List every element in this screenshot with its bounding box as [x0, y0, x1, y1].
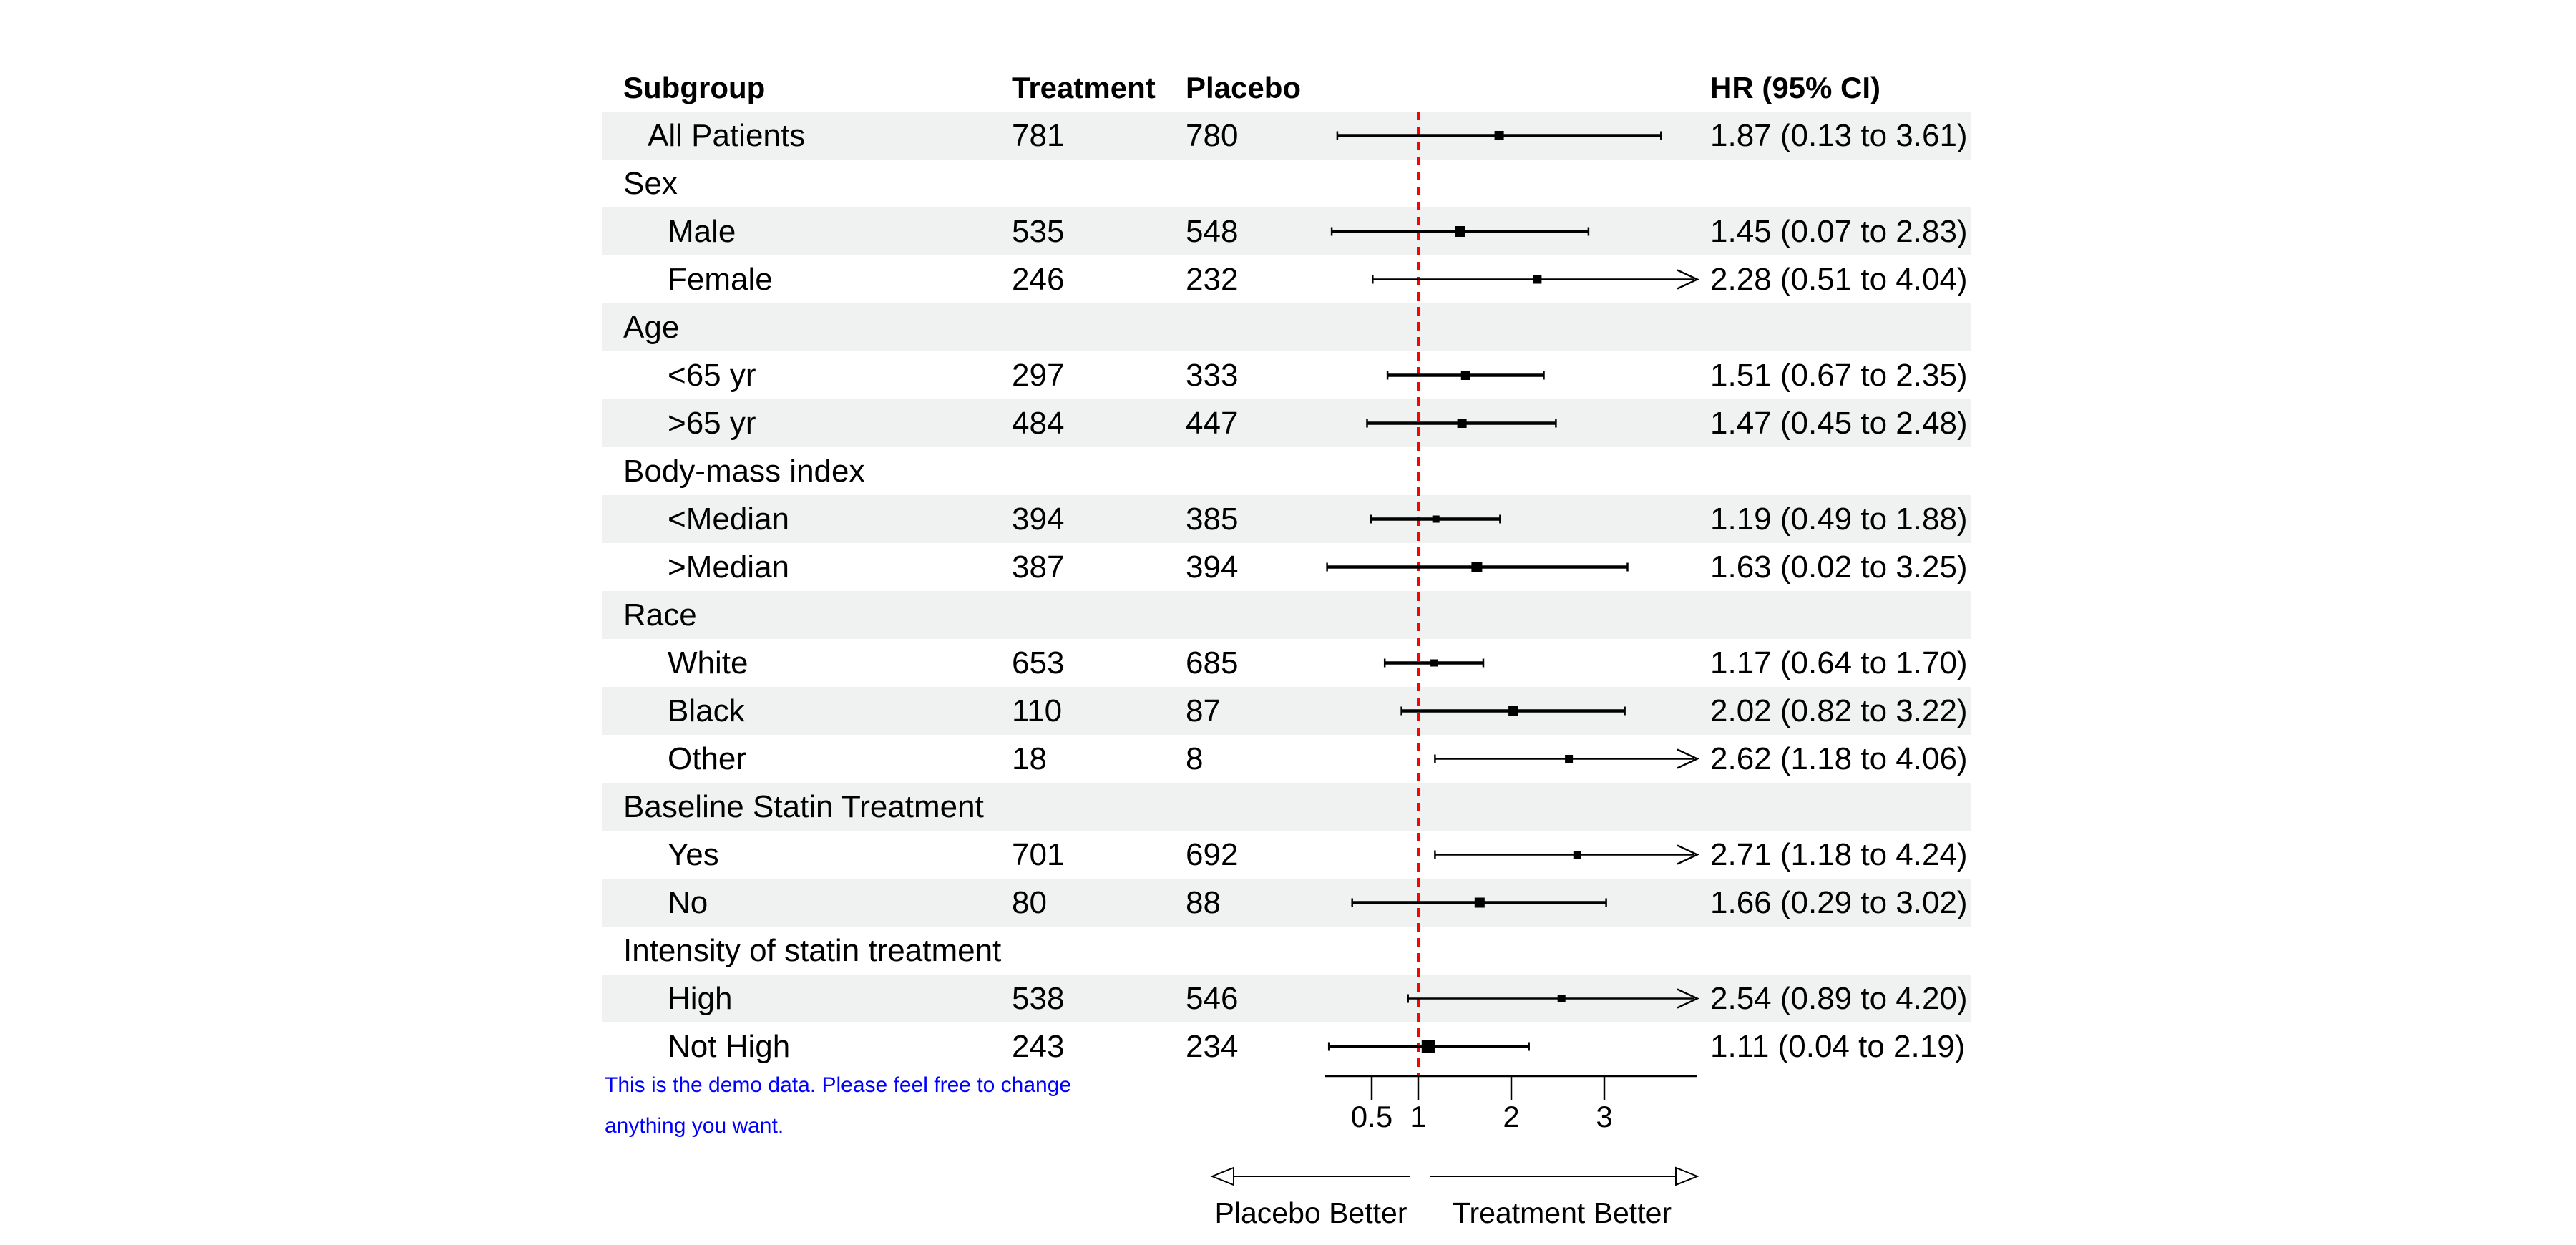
subgroup-row: All Patients 781 780 1.87 (0.13 to 3.61) — [602, 112, 1971, 160]
hr-ci-text: 1.51 (0.67 to 2.35) — [1710, 358, 1968, 393]
subgroup-label: No — [668, 885, 708, 920]
hr-ci-text: 1.11 (0.04 to 2.19) — [1710, 1029, 1966, 1064]
subgroup-row: Not High 243 234 1.11 (0.04 to 2.19) — [602, 1022, 1971, 1070]
subgroup-row: Yes 701 692 2.71 (1.18 to 4.24) — [602, 831, 1971, 879]
treatment-n: 701 — [1012, 837, 1065, 872]
placebo-n: 385 — [1186, 502, 1239, 537]
placebo-n: 232 — [1186, 262, 1239, 297]
treatment-n: 246 — [1012, 262, 1065, 297]
hr-ci-text: 2.62 (1.18 to 4.06) — [1710, 741, 1968, 776]
x-axis-tick-label: 3 — [1596, 1100, 1613, 1133]
subgroup-label: White — [668, 645, 748, 680]
placebo-n: 546 — [1186, 981, 1239, 1016]
subgroup-label: Yes — [668, 837, 719, 872]
hr-ci-text: 2.28 (0.51 to 4.04) — [1710, 262, 1968, 297]
footnote-line-1: This is the demo data. Please feel free … — [605, 1073, 1072, 1097]
footnote-line-2: anything you want. — [605, 1114, 784, 1138]
placebo-n: 685 — [1186, 645, 1239, 680]
treatment-n: 484 — [1012, 406, 1065, 441]
placebo-n: 780 — [1186, 118, 1239, 153]
subgroup-row: Male 535 548 1.45 (0.07 to 2.83) — [602, 208, 1971, 255]
treatment-n: 297 — [1012, 358, 1065, 393]
treatment-n: 538 — [1012, 981, 1065, 1016]
treatment-n: 781 — [1012, 118, 1065, 153]
treatment-n: 394 — [1012, 502, 1065, 537]
subgroup-label: Baseline Statin Treatment — [623, 789, 984, 824]
x-axis-tick-label: 1 — [1410, 1100, 1427, 1133]
subgroup-row: Other 18 8 2.62 (1.18 to 4.06) — [602, 735, 1971, 783]
placebo-n: 87 — [1186, 693, 1221, 728]
direction-label-left: Placebo Better — [1214, 1196, 1407, 1229]
subgroup-label: Female — [668, 262, 773, 297]
subgroup-row: White 653 685 1.17 (0.64 to 1.70) — [602, 639, 1971, 687]
subgroup-row: >65 yr 484 447 1.47 (0.45 to 2.48) — [602, 399, 1971, 447]
right-arrowhead-icon — [1675, 1166, 1699, 1186]
subgroup-label: Body-mass index — [623, 454, 865, 489]
placebo-n: 234 — [1186, 1029, 1239, 1064]
footnote: This is the demo data. Please feel free … — [605, 1065, 1071, 1146]
subgroup-row: No 80 88 1.66 (0.29 to 3.02) — [602, 879, 1971, 927]
treatment-n: 80 — [1012, 885, 1047, 920]
subgroup-label: <Median — [668, 502, 790, 537]
placebo-n: 333 — [1186, 358, 1239, 393]
subgroup-label: Intensity of statin treatment — [623, 933, 1002, 968]
subgroup-label: Age — [623, 310, 680, 345]
subgroup-row: High 538 546 2.54 (0.89 to 4.20) — [602, 975, 1971, 1022]
hr-ci-text: 2.02 (0.82 to 3.22) — [1710, 693, 1968, 728]
hr-ci-text: 1.17 (0.64 to 1.70) — [1710, 645, 1968, 680]
treatment-n: 18 — [1012, 741, 1047, 776]
subgroup-label: Not High — [668, 1029, 791, 1064]
subgroup-row: Black 110 87 2.02 (0.82 to 3.22) — [602, 687, 1971, 735]
placebo-n: 692 — [1186, 837, 1239, 872]
hr-ci-text: 1.45 (0.07 to 2.83) — [1710, 214, 1968, 249]
left-arrowhead-icon — [1210, 1166, 1234, 1186]
subgroup-label: Race — [623, 597, 697, 633]
direction-label-right: Treatment Better — [1452, 1196, 1672, 1229]
group-row: Race — [602, 591, 1971, 639]
placebo-n: 447 — [1186, 406, 1239, 441]
subgroup-label: >65 yr — [668, 406, 756, 441]
subgroup-label: <65 yr — [668, 358, 756, 393]
treatment-n: 535 — [1012, 214, 1065, 249]
treatment-n: 243 — [1012, 1029, 1065, 1064]
hr-ci-text: 2.71 (1.18 to 4.24) — [1710, 837, 1968, 872]
subgroup-label: Black — [668, 693, 745, 728]
hr-ci-text: 1.87 (0.13 to 3.61) — [1710, 118, 1968, 153]
forest-plot-content: Subgroup Treatment Placebo HR (95% CI) A… — [602, 64, 1971, 1245]
subgroup-row: Female 246 232 2.28 (0.51 to 4.04) — [602, 255, 1971, 303]
subgroup-row: <Median 394 385 1.19 (0.49 to 1.88) — [602, 495, 1971, 543]
hr-ci-text: 1.47 (0.45 to 2.48) — [1710, 406, 1968, 441]
subgroup-label: Other — [668, 741, 747, 776]
hr-ci-text: 1.19 (0.49 to 1.88) — [1710, 502, 1968, 537]
placebo-n: 548 — [1186, 214, 1239, 249]
treatment-n: 387 — [1012, 550, 1065, 585]
hr-ci-text: 2.54 (0.89 to 4.20) — [1710, 981, 1968, 1016]
subgroup-label: All Patients — [648, 118, 806, 153]
placebo-n: 8 — [1186, 741, 1204, 776]
column-header-treatment: Treatment — [1012, 71, 1156, 104]
treatment-n: 110 — [1012, 693, 1063, 728]
x-axis-tick-label: 0.5 — [1350, 1100, 1393, 1133]
group-row: Age — [602, 303, 1971, 351]
hr-ci-text: 1.63 (0.02 to 3.25) — [1710, 550, 1968, 585]
subgroup-label: Sex — [623, 166, 678, 201]
group-row: Intensity of statin treatment — [602, 927, 1971, 975]
subgroup-row: <65 yr 297 333 1.51 (0.67 to 2.35) — [602, 351, 1971, 399]
subgroup-label: Male — [668, 214, 736, 249]
group-row: Sex — [602, 160, 1971, 208]
subgroup-label: >Median — [668, 550, 790, 585]
column-header-hr-ci: HR (95% CI) — [1710, 71, 1881, 104]
column-header-subgroup: Subgroup — [623, 71, 766, 104]
hr-ci-text: 1.66 (0.29 to 3.02) — [1710, 885, 1968, 920]
placebo-n: 88 — [1186, 885, 1221, 920]
group-row: Baseline Statin Treatment — [602, 783, 1971, 831]
group-row: Body-mass index — [602, 447, 1971, 495]
column-header-placebo: Placebo — [1186, 71, 1302, 104]
subgroup-row: >Median 387 394 1.63 (0.02 to 3.25) — [602, 543, 1971, 591]
treatment-n: 653 — [1012, 645, 1065, 680]
placebo-n: 394 — [1186, 550, 1239, 585]
x-axis-tick-label: 2 — [1503, 1100, 1520, 1133]
subgroup-label: High — [668, 981, 733, 1016]
